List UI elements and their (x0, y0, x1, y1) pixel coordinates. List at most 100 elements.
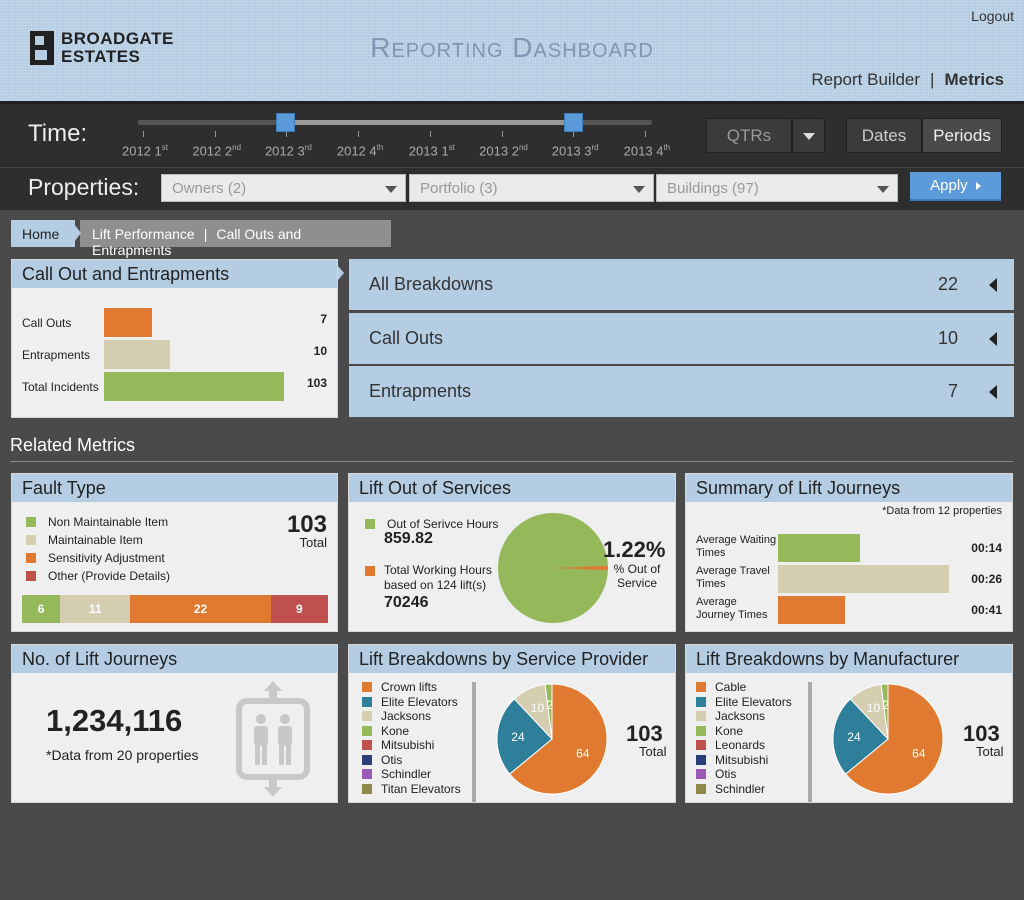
legend-item: Schindler (696, 782, 792, 797)
time-tick (214, 131, 216, 137)
tick-quarter: 4 (369, 143, 377, 159)
legend-label: Mitsubishi (381, 738, 435, 752)
callout-bar[interactable] (104, 340, 170, 369)
portfolio-select[interactable]: Portfolio (3) (409, 174, 654, 202)
buildings-select[interactable]: Buildings (97) (656, 174, 898, 202)
bar-value: 7 (320, 312, 327, 326)
legend-swatch (696, 725, 706, 736)
panel-title: No. of Lift Journeys (12, 645, 337, 673)
journey-bar[interactable] (778, 534, 861, 562)
fault-legend: Non Maintainable Item Maintainable Item Se… (26, 515, 170, 587)
legend-item: Leonards (696, 738, 792, 753)
time-tick-label[interactable]: 2013 3rd (535, 143, 615, 158)
nav-report-builder[interactable]: Report Builder (811, 70, 921, 89)
legend-scrollbar[interactable] (472, 682, 476, 802)
time-tick-label[interactable]: 2012 2nd (177, 143, 257, 158)
nav-separator: | (930, 70, 935, 89)
legend-label: Titan Elevators (381, 781, 461, 796)
expand-arrow-icon[interactable] (989, 278, 997, 292)
breadcrumb-arrow (71, 220, 81, 246)
working-hours-value: 70246 (384, 594, 429, 611)
segment-value: 9 (295, 602, 303, 616)
elevator-icon (236, 681, 310, 797)
lift-out-of-service-panel[interactable]: Lift Out of Services Out of Serivce Hour… (348, 473, 676, 632)
time-tick-label[interactable]: 2013 2nd (464, 143, 544, 158)
time-tick-label[interactable]: 2012 3rd (248, 143, 328, 158)
apply-button[interactable]: Apply (910, 172, 1001, 201)
fault-segment[interactable]: 11 (60, 595, 131, 623)
legend-item: Elite Elevators (696, 695, 792, 710)
fault-segment[interactable]: 6 (22, 595, 61, 623)
nav-metrics[interactable]: Metrics (944, 70, 1004, 89)
legend-label: Otis (715, 767, 737, 781)
bar-label: Call Outs (22, 316, 72, 330)
breakdowns-by-manufacturer-panel[interactable]: Lift Breakdowns by Manufacturer Cable Eli… (685, 644, 1013, 803)
pie-slice[interactable] (844, 683, 944, 795)
periods-toggle[interactable]: Periods (922, 118, 1002, 153)
breadcrumb-separator: | (203, 226, 208, 242)
time-tick-label[interactable]: 2013 1st (392, 143, 472, 158)
dates-toggle[interactable]: Dates (846, 118, 922, 153)
panel-pointer (338, 266, 344, 280)
chevron-down-icon (385, 186, 397, 193)
pie-slice[interactable] (553, 565, 608, 571)
breadcrumb-lift-performance[interactable]: Lift Performance (92, 226, 195, 242)
pie-slice[interactable] (508, 683, 608, 795)
pie-slice[interactable] (496, 698, 553, 775)
time-slider-range (286, 120, 574, 125)
legend-scrollbar[interactable] (808, 682, 812, 802)
expand-arrow-icon[interactable] (989, 385, 997, 399)
legend-item: Mitsubishi (696, 753, 792, 768)
pie-slice[interactable] (832, 698, 889, 775)
tick-quarter: 4 (656, 143, 664, 159)
metric-row[interactable]: Call Outs 10 (349, 312, 1014, 364)
range-start-handle[interactable] (276, 113, 295, 132)
journey-bar[interactable] (778, 596, 845, 624)
lift-journeys-panel[interactable]: No. of Lift Journeys 1,234,116 *Data fro… (11, 644, 338, 803)
legend-swatch (362, 711, 372, 721)
breadcrumb-current: Call Outs and Entrapments (92, 226, 302, 258)
range-end-handle[interactable] (564, 113, 583, 132)
fault-type-panel[interactable]: Fault Type Non Maintainable Item Maintain… (11, 473, 338, 632)
legend-label: Crown lifts (381, 680, 438, 694)
pie-slice-label: 2 (547, 698, 554, 712)
legend-swatch (696, 769, 706, 779)
metric-label: Entrapments (369, 381, 472, 401)
tick-quarter: 3 (584, 143, 592, 159)
tick-suffix: nd (518, 143, 528, 152)
granularity-select[interactable]: QTRs (706, 118, 792, 153)
time-tick-label[interactable]: 2012 4th (320, 143, 400, 158)
granularity-dropdown-button[interactable] (792, 118, 825, 153)
legend-item: Cable (696, 680, 792, 695)
brand-logo[interactable]: BROADGATE ESTATES (61, 30, 174, 66)
legend-label: Schindler (715, 781, 766, 796)
time-tick-label[interactable]: 2013 4th (607, 143, 687, 158)
metric-value: 22 (937, 274, 958, 294)
header (0, 0, 1024, 101)
tick-year: 2012 (192, 143, 222, 159)
metric-row[interactable]: Entrapments 7 (349, 366, 1014, 417)
bar-value: 10 (313, 344, 327, 358)
callout-bar[interactable] (104, 372, 284, 401)
logout-link[interactable]: Logout (971, 8, 1014, 24)
provider-legend: Crown lifts Elite Elevators Jacksons Kone Mi… (362, 680, 461, 796)
panel-title: Summary of Lift Journeys (686, 474, 1012, 502)
owners-select[interactable]: Owners (2) (161, 174, 406, 202)
time-tick-label[interactable]: 2012 1st (105, 143, 185, 158)
fault-segment[interactable]: 9 (270, 595, 328, 623)
pie-slice[interactable] (880, 683, 889, 740)
metric-row[interactable]: All Breakdowns 22 (349, 259, 1014, 310)
time-tick (358, 131, 360, 137)
journey-summary-panel[interactable]: Summary of Lift Journeys *Data from 12 p… (685, 473, 1013, 632)
legend-swatch (26, 553, 36, 563)
expand-arrow-icon[interactable] (989, 331, 997, 346)
legend-item: Kone (362, 724, 461, 739)
breadcrumb-home[interactable]: Home (11, 220, 75, 247)
properties-label: Properties: (28, 174, 140, 200)
fault-segment[interactable]: 22 (130, 595, 271, 623)
journey-bar[interactable] (778, 565, 949, 593)
pie-slice[interactable] (544, 683, 553, 740)
callout-bar[interactable] (104, 308, 152, 337)
breakdowns-by-provider-panel[interactable]: Lift Breakdowns by Service Provider Crow… (348, 644, 676, 803)
legend-swatch (696, 754, 706, 765)
